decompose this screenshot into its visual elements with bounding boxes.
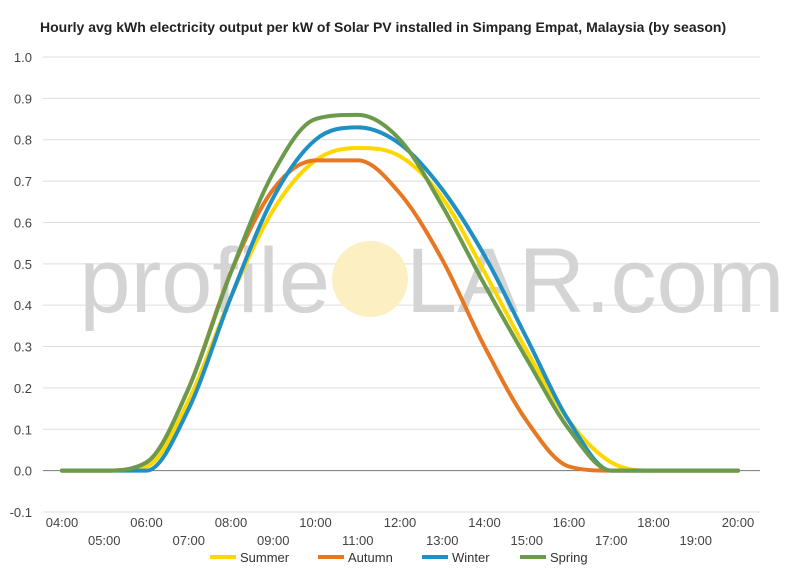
x-tick-label: 17:00 <box>595 533 628 548</box>
x-tick-label: 10:00 <box>299 515 332 530</box>
x-tick-label: 08:00 <box>215 515 248 530</box>
x-tick-label: 13:00 <box>426 533 459 548</box>
watermark-text-left: profile <box>79 230 330 332</box>
y-tick-label: -0.1 <box>10 505 32 520</box>
x-tick-label: 09:00 <box>257 533 290 548</box>
x-tick-label: 06:00 <box>130 515 163 530</box>
watermark-sun-icon <box>332 241 408 317</box>
x-tick-label: 16:00 <box>553 515 586 530</box>
y-tick-label: 0.1 <box>14 422 32 437</box>
y-tick-label: 0.7 <box>14 174 32 189</box>
series-line-spring <box>60 112 740 473</box>
x-tick-label: 04:00 <box>46 515 79 530</box>
legend: Summer Autumn Winter Spring <box>210 550 588 565</box>
y-tick-label: 0.9 <box>14 91 32 106</box>
x-tick-label: 11:00 <box>342 533 374 548</box>
x-axis: 04:00 05:00 06:00 07:00 08:00 09:00 10:00 11:00… <box>46 515 755 548</box>
y-tick-label: 0.3 <box>14 340 32 355</box>
series-layer <box>60 112 740 473</box>
x-tick-label: 12:00 <box>384 515 417 530</box>
y-tick-label: 0.0 <box>14 464 32 479</box>
x-tick-label: 20:00 <box>722 515 755 530</box>
x-tick-label: 07:00 <box>172 533 205 548</box>
y-tick-label: 0.5 <box>14 257 32 272</box>
series-line-summer <box>60 146 740 473</box>
y-tick-label: 0.2 <box>14 381 32 396</box>
legend-label-autumn: Autumn <box>348 550 393 565</box>
chart-title: Hourly avg kWh electricity output per kW… <box>40 19 727 35</box>
x-tick-label: 19:00 <box>679 533 712 548</box>
grid-layer: 1.0 0.9 0.8 0.7 0.6 0.5 0.4 0.3 0.2 0.1 0.0 -0.1 <box>10 50 760 520</box>
x-tick-label: 14:00 <box>468 515 501 530</box>
legend-label-winter: Winter <box>452 550 490 565</box>
legend-label-spring: Spring <box>550 550 588 565</box>
y-tick-label: 0.8 <box>14 133 32 148</box>
y-tick-label: 0.6 <box>14 215 32 230</box>
y-tick-label: 1.0 <box>14 50 32 65</box>
x-tick-label: 18:00 <box>637 515 670 530</box>
y-tick-label: 0.4 <box>14 298 32 313</box>
legend-label-summer: Summer <box>240 550 290 565</box>
x-tick-label: 15:00 <box>510 533 543 548</box>
x-tick-label: 05:00 <box>88 533 121 548</box>
